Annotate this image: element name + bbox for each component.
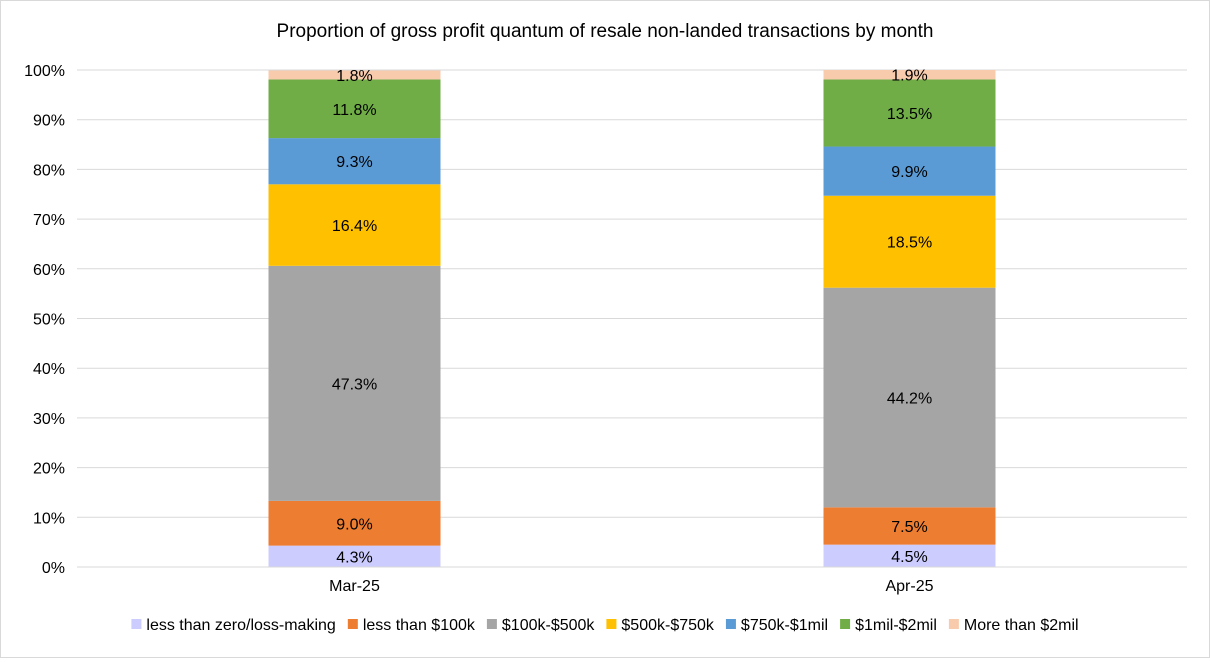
y-tick-label: 40% bbox=[33, 361, 65, 378]
bar-segment bbox=[823, 507, 996, 545]
bar-segment bbox=[823, 287, 996, 508]
legend-label: $100k-$500k bbox=[502, 617, 596, 634]
bar-segment bbox=[823, 195, 996, 288]
y-tick-label: 50% bbox=[33, 312, 65, 329]
legend-swatch bbox=[725, 619, 736, 629]
bar-segment bbox=[268, 138, 441, 185]
data-label: 9.9% bbox=[891, 164, 927, 181]
y-tick-label: 30% bbox=[33, 411, 65, 428]
x-axis: Mar-25 Apr-25 bbox=[77, 566, 1187, 595]
y-tick-label: 90% bbox=[33, 113, 65, 130]
x-tick-label: Mar-25 bbox=[329, 578, 380, 595]
y-tick-label: 10% bbox=[33, 510, 65, 527]
data-label: 16.4% bbox=[332, 218, 377, 235]
y-tick-label: 100% bbox=[24, 63, 65, 80]
bar-segment bbox=[268, 79, 441, 139]
legend-item: More than $2mil bbox=[948, 617, 1079, 634]
y-tick-label: 70% bbox=[33, 212, 65, 229]
chart-title: Proportion of gross profit quantum of re… bbox=[277, 21, 934, 42]
y-tick-label: 20% bbox=[33, 461, 65, 478]
data-label: 9.3% bbox=[336, 154, 372, 171]
data-label: 47.3% bbox=[332, 376, 377, 393]
data-label: 4.5% bbox=[891, 549, 927, 566]
data-label: 11.8% bbox=[332, 102, 376, 119]
y-tick-label: 80% bbox=[33, 162, 65, 179]
data-label: 9.0% bbox=[336, 516, 372, 533]
bar-segment bbox=[268, 184, 441, 266]
data-label: 4.3% bbox=[336, 549, 372, 566]
legend-swatch bbox=[606, 619, 617, 629]
legend-label: $750k-$1mil bbox=[741, 617, 828, 634]
legend-item: less than zero/loss-making bbox=[131, 617, 336, 634]
bar-segment bbox=[823, 70, 996, 80]
data-label: 1.8% bbox=[336, 68, 372, 85]
legend-swatch bbox=[347, 619, 358, 629]
bar-segment bbox=[823, 146, 996, 196]
bar-segment bbox=[268, 265, 441, 501]
gridlines bbox=[77, 69, 1187, 518]
data-label: 18.5% bbox=[887, 235, 932, 252]
bar-segments: 4.3% 9.0% 47.3% 16.4% 9.3% 11.8% 1.8% 4.5% 7.5% 4… bbox=[268, 68, 996, 567]
legend: less than zero/loss-making less than $100… bbox=[131, 617, 1079, 634]
y-tick-label: 0% bbox=[42, 560, 65, 577]
bar-segment bbox=[268, 70, 441, 80]
legend-label: $1mil-$2mil bbox=[855, 617, 937, 634]
legend-item: less than $100k bbox=[347, 617, 476, 634]
legend-label: less than zero/loss-making bbox=[146, 617, 335, 634]
y-tick-label: 60% bbox=[33, 262, 65, 279]
bar-segment bbox=[268, 500, 441, 546]
bar-segment bbox=[268, 545, 441, 567]
bar-segment bbox=[823, 544, 996, 567]
legend-swatch bbox=[840, 619, 851, 629]
legend-item: $750k-$1mil bbox=[725, 617, 828, 634]
data-label: 44.2% bbox=[887, 391, 932, 408]
legend-swatch bbox=[131, 619, 142, 629]
data-label: 7.5% bbox=[891, 519, 927, 536]
legend-swatch bbox=[948, 619, 959, 629]
data-label: 1.9% bbox=[891, 68, 927, 85]
legend-label: $500k-$750k bbox=[621, 617, 715, 634]
data-label: 13.5% bbox=[887, 106, 932, 123]
y-axis: 0% 10% 20% 30% 40% 50% 60% 70% 80% 90% 100% bbox=[24, 63, 65, 577]
legend-item: $100k-$500k bbox=[486, 617, 596, 634]
legend-label: More than $2mil bbox=[964, 617, 1079, 634]
legend-label: less than $100k bbox=[363, 617, 476, 634]
legend-swatch bbox=[486, 619, 497, 629]
bar-segment bbox=[823, 79, 996, 147]
legend-item: $500k-$750k bbox=[606, 617, 715, 634]
x-tick-label: Apr-25 bbox=[885, 578, 933, 595]
legend-item: $1mil-$2mil bbox=[840, 617, 937, 634]
